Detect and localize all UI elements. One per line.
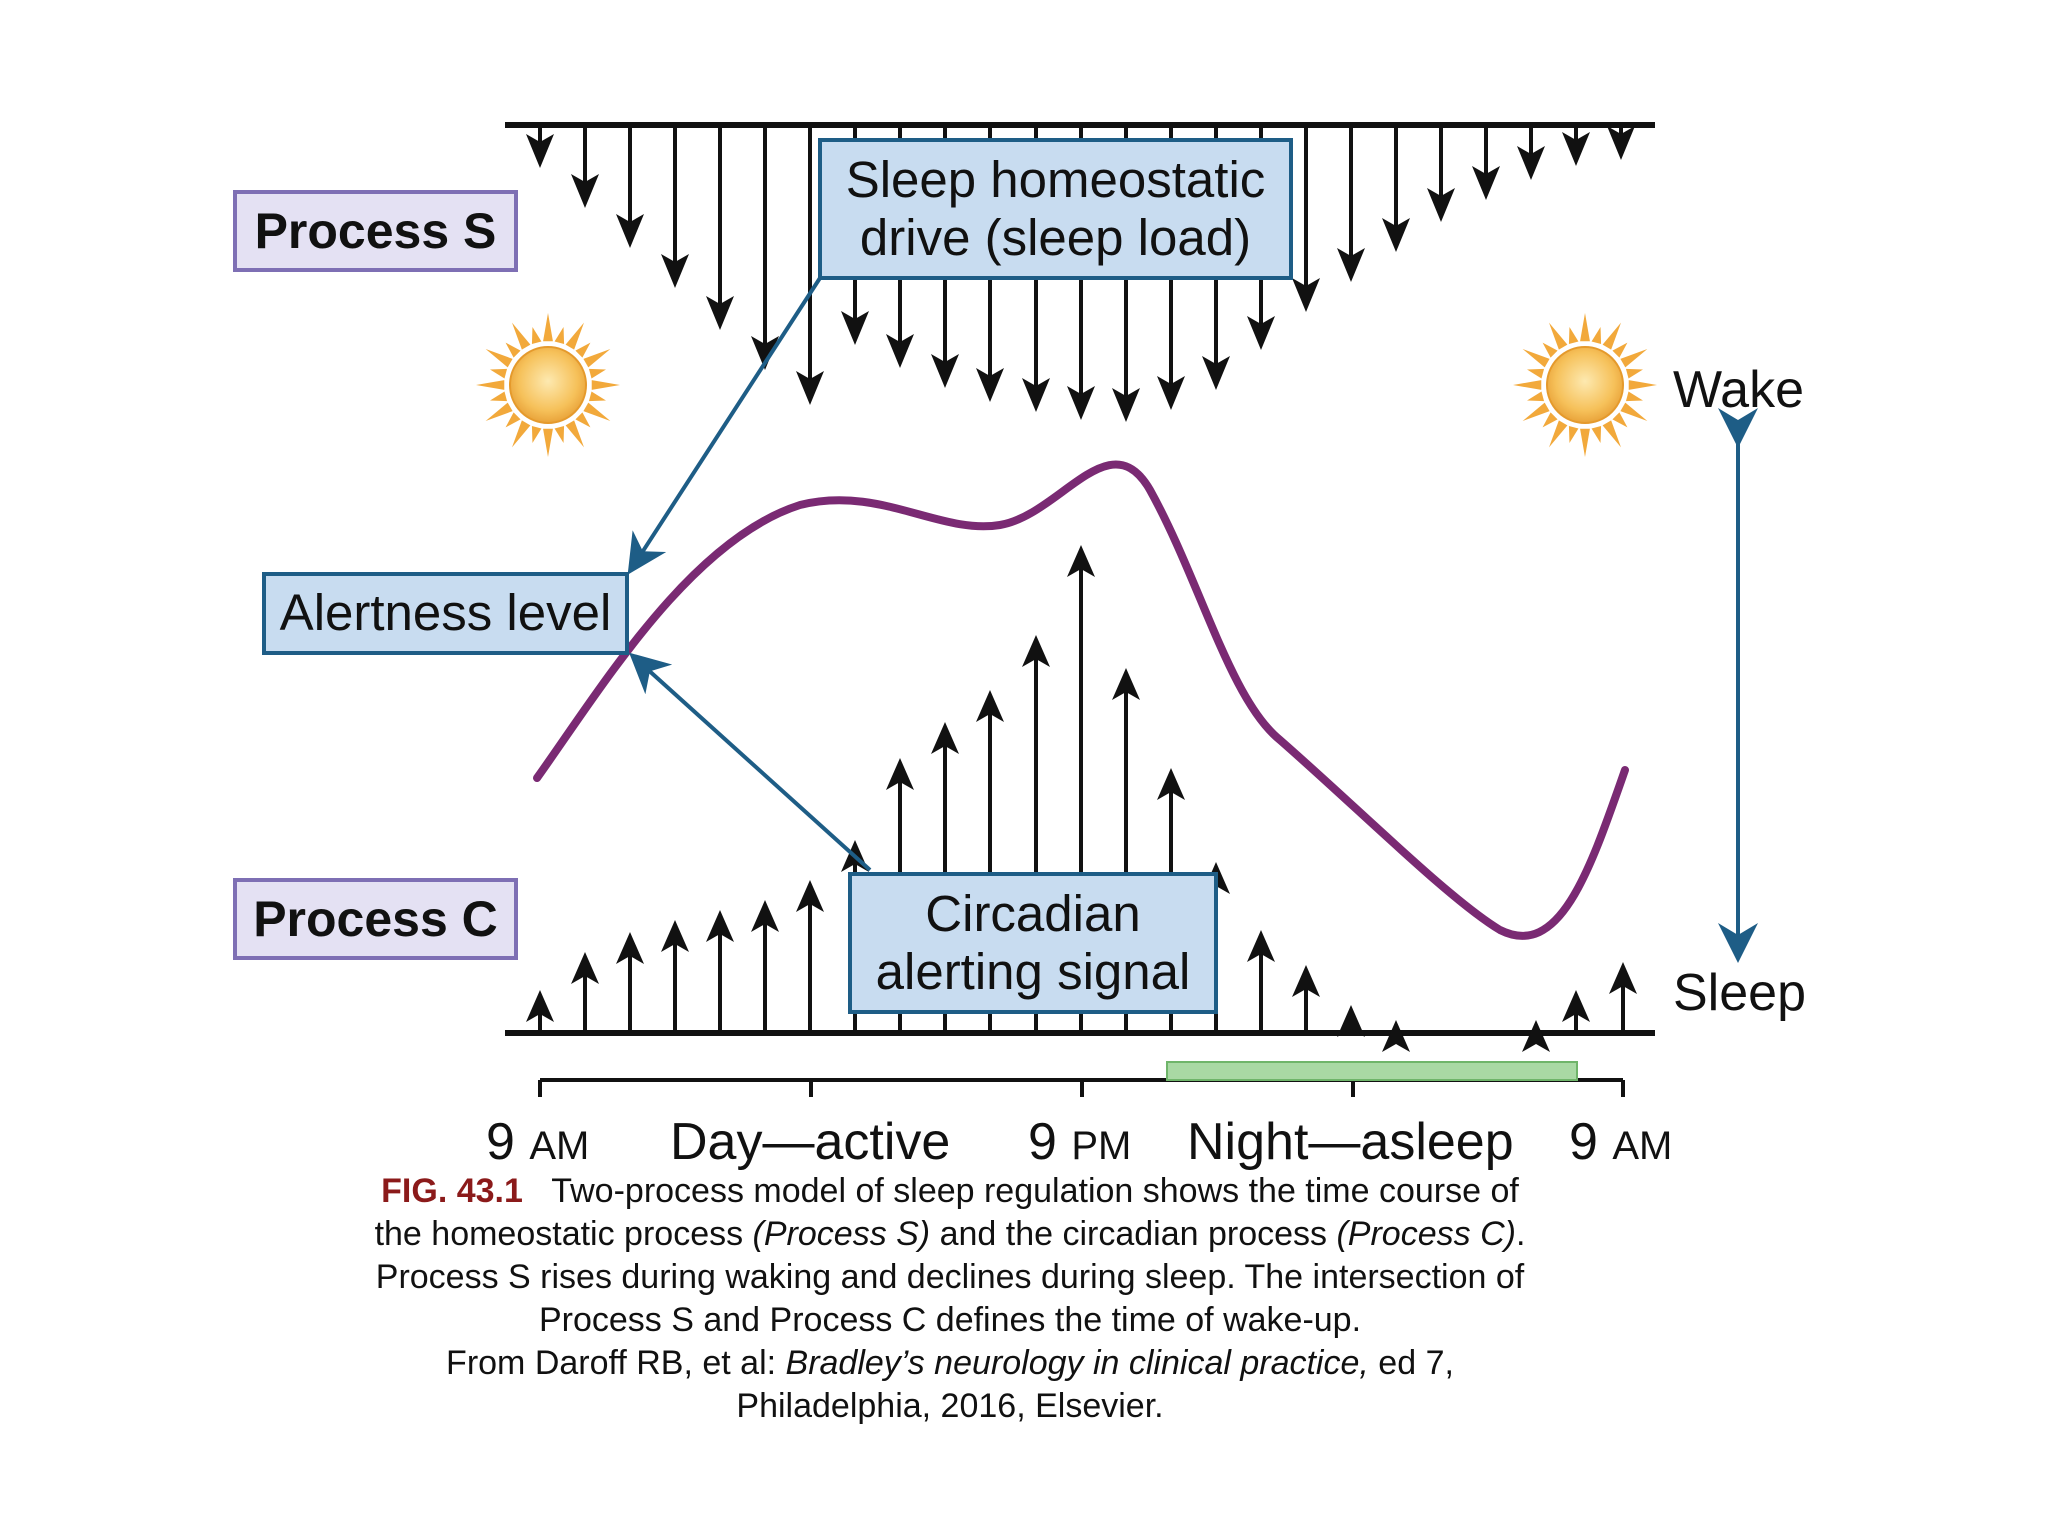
alertness-box: Alertness level <box>262 572 629 655</box>
arrow-up-icon <box>1292 965 1320 1033</box>
axis-label-day: Day—active <box>670 1113 951 1171</box>
arrow-up-icon <box>526 990 554 1033</box>
arrow-up-icon <box>1522 1020 1550 1052</box>
sleep-drive-line1: Sleep homeostatic <box>845 150 1266 208</box>
arrow-up-icon <box>1247 930 1275 1033</box>
arrow-down-icon <box>1562 125 1590 166</box>
sun-icon <box>1513 313 1657 457</box>
arrow-up-icon <box>661 920 689 1033</box>
caption-fig-number: FIG. 43.1 <box>381 1172 523 1210</box>
alertness-curve <box>533 460 1629 940</box>
arrow-up-icon <box>751 900 779 1033</box>
sun-icon <box>476 313 620 457</box>
arrow-down-icon <box>1607 125 1635 160</box>
arrow-down-icon <box>751 125 779 370</box>
arrow-down-icon <box>796 125 824 405</box>
axis-label-mid: 9 PM <box>1028 1113 1132 1171</box>
arrow-down-icon <box>1517 125 1545 180</box>
arrow-down-icon <box>1427 125 1455 222</box>
axis-label-end: 9 AM <box>1569 1113 1673 1171</box>
arrow-down-icon <box>1472 125 1500 200</box>
arrow-up-icon <box>1382 1020 1410 1052</box>
arrow-up-icon <box>571 952 599 1033</box>
axis-label-start: 9 AM <box>486 1113 590 1171</box>
arrow-down-icon <box>1382 125 1410 252</box>
circadian-box: Circadian alerting signal <box>848 872 1218 1014</box>
circadian-line1: Circadian <box>925 884 1141 942</box>
arrow-up-icon <box>616 932 644 1033</box>
arrow-down-icon <box>526 125 554 168</box>
arrow-up-icon <box>1609 962 1637 1033</box>
arrow-down-icon <box>571 125 599 208</box>
sleep-period-bar <box>1166 1061 1578 1081</box>
process-c-label: Process C <box>253 891 498 947</box>
arrow-down-icon <box>1292 125 1320 312</box>
sleep-drive-pointer-arrow <box>627 276 822 575</box>
process-s-label: Process S <box>254 203 497 259</box>
arrow-up-icon <box>706 910 734 1033</box>
arrow-up-icon <box>1337 1005 1365 1037</box>
alertness-label: Alertness level <box>279 584 612 642</box>
arrow-down-icon <box>616 125 644 248</box>
sleep-label: Sleep <box>1673 964 1806 1022</box>
figure-caption: FIG. 43.1 Two-process model of sleep reg… <box>374 1172 1526 1425</box>
arrow-down-icon <box>661 125 689 288</box>
circadian-line2: alerting signal <box>875 943 1191 1000</box>
arrow-down-icon <box>706 125 734 330</box>
wake-label: Wake <box>1673 361 1804 419</box>
circadian-pointer-arrow <box>629 652 872 872</box>
sleep-drive-box: Sleep homeostatic drive (sleep load) <box>818 138 1293 280</box>
sleep-drive-line2: drive (sleep load) <box>859 209 1252 266</box>
arrow-up-icon <box>796 880 824 1033</box>
process-s-box: Process S <box>233 190 518 272</box>
axis-label-night: Night—asleep <box>1187 1113 1514 1171</box>
arrow-up-icon <box>1562 990 1590 1033</box>
process-c-box: Process C <box>233 878 518 960</box>
arrow-down-icon <box>1337 125 1365 282</box>
